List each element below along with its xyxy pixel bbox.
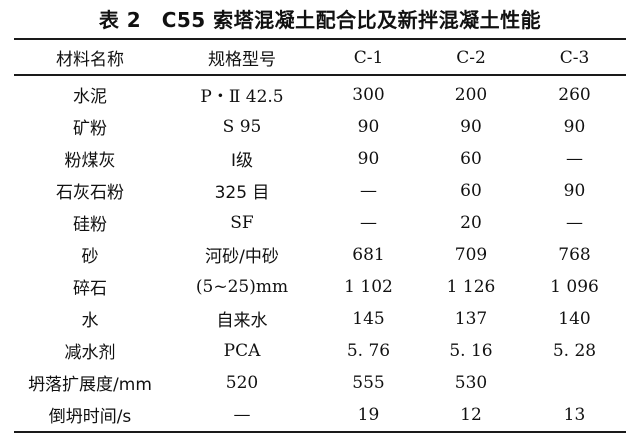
c1-value-cell: 5. 76 [346,340,391,361]
material-name-cell: 减水剂 [64,343,116,363]
material-name-cell: 碎石 [73,279,107,299]
c2-value-cell: 60 [460,180,482,201]
c2-value-cell: 90 [460,116,482,137]
header-material-name: 材料名称 [56,50,124,70]
c3-value-cell: 140 [558,308,591,329]
c2-value-cell: 20 [460,212,482,233]
material-name-cell: 坍落扩展度/mm [28,375,152,395]
c3-value-cell: 90 [563,180,586,201]
spec-cell: SF [230,212,254,233]
c2-value-cell: 1 126 [446,276,496,297]
header-c2: C-2 [456,47,486,68]
table-row: 矿粉 S 95 90 90 90 [14,110,626,143]
material-name-cell: 硅粉 [73,215,107,235]
c2-value-cell: 137 [454,308,488,329]
header-spec-model: 规格型号 [208,50,276,70]
c2-value-cell: 200 [454,84,488,105]
c1-value-cell: 90 [357,148,380,169]
material-name-cell: 砂 [81,247,99,267]
c2-value-cell: 12 [460,404,482,425]
spec-cell: 325 目 [214,183,270,203]
table-row: 水泥 P・Ⅱ 42.5 300 200 260 [14,78,626,111]
table-row: 碎石 (5~25)mm 1 102 1 126 1 096 [14,270,626,303]
c1-value-cell: — [360,180,377,201]
c2-value-cell: 60 [460,148,482,169]
spec-cell: 自来水 [216,311,268,331]
material-name-cell: 水泥 [73,87,107,107]
spec-cell: 520 [225,372,259,393]
table-row: 石灰石粉 325 目 — 60 90 [14,174,626,207]
header-c3: C-3 [559,47,590,68]
material-name-cell: 粉煤灰 [64,151,116,171]
c1-value-cell: 300 [352,84,385,105]
table-row: 减水剂 PCA 5. 76 5. 16 5. 28 [14,334,626,367]
c3-value-cell: 90 [563,116,586,137]
table-title: 表 2 C55 索塔混凝土配合比及新拌混凝土性能 [98,7,542,32]
spec-cell: Ⅰ级 [230,151,253,171]
c3-value-cell: 1 096 [550,276,599,297]
top-rule [14,38,626,40]
material-name-cell: 矿粉 [73,119,107,139]
c3-value-cell: — [566,212,583,233]
c1-value-cell: — [360,212,377,233]
table-header-row: 材料名称 规格型号 C-1 C-2 C-3 [14,41,626,74]
material-name-cell: 倒坍时间/s [48,407,132,427]
c2-value-cell: 5. 16 [449,340,493,361]
material-name-cell: 石灰石粉 [56,183,124,203]
c1-value-cell: 555 [352,372,385,393]
spec-cell: PCA [223,340,261,361]
c3-value-cell: 13 [563,404,586,425]
c3-value-cell: 5. 28 [552,340,597,361]
c1-value-cell: 19 [357,404,380,425]
table-row: 粉煤灰 Ⅰ级 90 60 — [14,142,626,175]
header-c1: C-1 [353,47,384,68]
table-row: 水 自来水 145 137 140 [14,302,626,335]
c2-value-cell: 709 [454,244,488,265]
c3-value-cell: — [566,148,583,169]
c3-value-cell: 260 [558,84,591,105]
c3-value-cell [523,366,626,399]
spec-cell: P・Ⅱ 42.5 [200,87,284,107]
table-row: 砂 河砂/中砂 681 709 768 [14,238,626,271]
c1-value-cell: 681 [352,244,385,265]
c1-value-cell: 145 [352,308,385,329]
table-row: 硅粉 SF — 20 — [14,206,626,239]
header-rule [14,74,626,76]
c2-value-cell: 530 [454,372,488,393]
material-name-cell: 水 [81,311,99,331]
bottom-rule [14,431,626,433]
c1-value-cell: 90 [357,116,380,137]
c1-value-cell: 1 102 [344,276,393,297]
table-row: 坍落扩展度/mm 520 555 530 [14,366,626,399]
spec-cell: (5~25)mm [195,276,289,297]
table-row: 倒坍时间/s — 19 12 13 [14,398,626,431]
spec-cell: — [233,404,251,425]
c3-value-cell: 768 [558,244,591,265]
spec-cell: 河砂/中砂 [205,247,279,267]
spec-cell: S 95 [222,116,262,137]
